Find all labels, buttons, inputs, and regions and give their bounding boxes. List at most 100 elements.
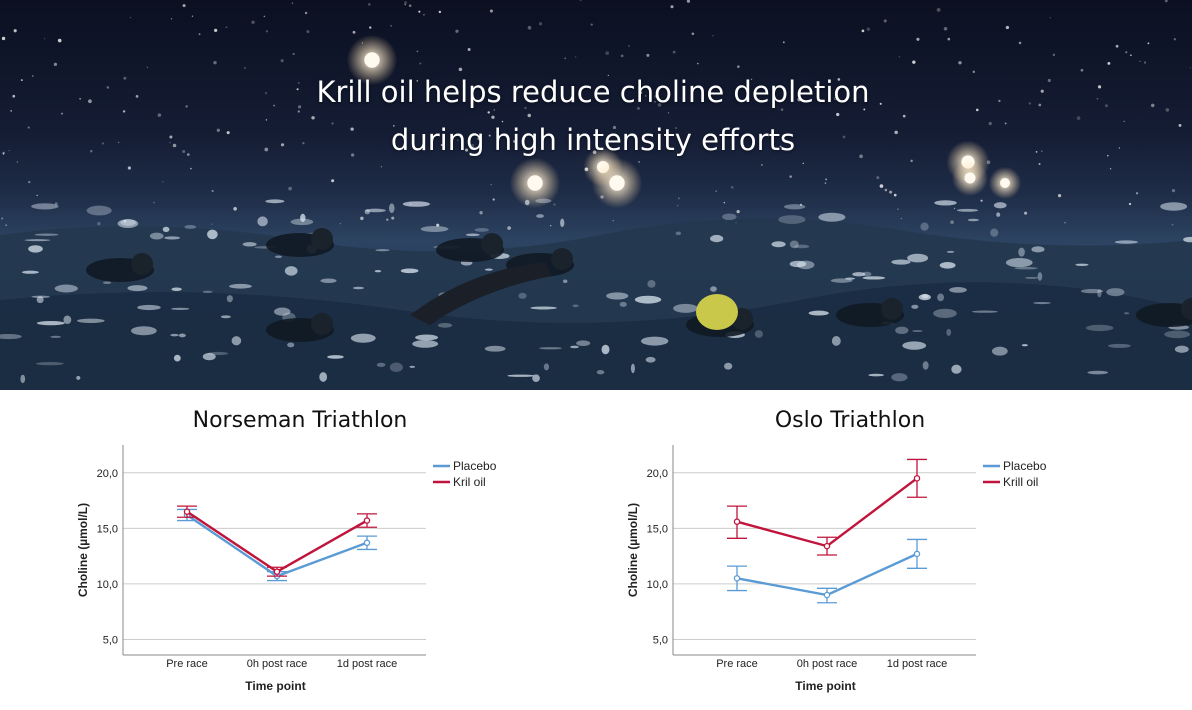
foam — [31, 203, 59, 210]
rain-speck — [10, 110, 12, 112]
rain-speck — [553, 203, 556, 206]
foam — [274, 255, 283, 258]
rain-speck — [146, 66, 149, 69]
foam — [76, 318, 105, 323]
rain-speck — [677, 197, 680, 200]
rain-speck — [884, 188, 888, 192]
rain-speck — [972, 70, 975, 74]
foam — [532, 374, 540, 382]
foam — [619, 301, 627, 307]
foam — [484, 345, 506, 352]
rain-speck — [263, 15, 266, 18]
foam — [784, 204, 806, 210]
foam — [596, 370, 605, 375]
rain-speck — [1147, 42, 1150, 45]
y-axis-label: Choline (µmol/L) — [626, 503, 640, 597]
rain-speck — [288, 186, 292, 191]
y-tick-label: 20,0 — [647, 468, 668, 480]
foam — [895, 326, 909, 335]
rain-speck — [169, 135, 173, 139]
foam — [536, 214, 544, 218]
legend-label: Kril oil — [453, 475, 486, 489]
rain-speck — [264, 92, 268, 95]
rain-speck — [686, 0, 691, 3]
foam — [710, 286, 717, 292]
foam — [539, 347, 562, 350]
rain-speck — [265, 119, 268, 121]
light-dot — [1000, 178, 1010, 188]
foam — [1080, 288, 1104, 294]
rain-speck — [106, 86, 110, 89]
foam — [912, 330, 923, 333]
rain-speck — [861, 29, 865, 33]
rain-speck — [605, 51, 610, 56]
foam — [1097, 289, 1102, 298]
rain-speck — [1047, 78, 1051, 83]
oslo-chart: Oslo Triathlon 5,0 10,0 15,0 20,0 Pre race 0h… — [570, 400, 1130, 700]
swimmer-arm — [410, 262, 552, 325]
foam — [920, 222, 929, 231]
rain-speck — [53, 62, 58, 66]
foam — [907, 253, 929, 263]
rain-speck — [1107, 61, 1111, 65]
rain-speck — [646, 53, 650, 57]
data-point — [363, 517, 371, 524]
rain-speck — [866, 27, 871, 31]
rain-speck — [691, 32, 695, 36]
rain-speck — [883, 19, 887, 23]
rain-speck — [837, 78, 841, 81]
x-tick-label: 1d post race — [337, 658, 398, 670]
foam — [991, 346, 1008, 356]
foam — [242, 242, 257, 247]
swimmer-head — [881, 298, 903, 320]
rain-speck — [1052, 53, 1056, 57]
foam — [102, 281, 112, 285]
legend-label: Krill oil — [1003, 475, 1038, 489]
foam — [319, 372, 328, 382]
foam — [1037, 272, 1043, 281]
rain-speck — [602, 101, 605, 103]
rain-speck — [211, 189, 214, 193]
foam — [794, 244, 810, 249]
rain-speck — [894, 130, 898, 135]
foam — [918, 294, 931, 301]
rain-speck — [350, 127, 354, 131]
foam — [474, 228, 489, 232]
rain-speck — [331, 122, 334, 125]
foam — [1114, 240, 1138, 244]
foam — [184, 225, 197, 229]
rain-speck — [620, 54, 624, 58]
rain-speck — [1040, 150, 1043, 153]
headline-line-2: during high intensity efforts — [390, 123, 796, 157]
foam — [789, 240, 799, 249]
rain-speck — [477, 137, 481, 141]
rain-speck — [863, 108, 866, 111]
rain-speck — [730, 186, 734, 189]
rain-speck — [20, 79, 23, 82]
foam — [754, 330, 763, 338]
rain-speck — [32, 75, 34, 77]
foam — [284, 266, 298, 276]
data-point — [363, 539, 371, 547]
foam — [257, 216, 268, 227]
foam — [86, 205, 112, 216]
foam — [273, 307, 291, 316]
rain-speck — [1038, 162, 1041, 166]
rain-speck — [628, 45, 631, 48]
rain-speck — [736, 210, 740, 214]
rain-speck — [1038, 103, 1042, 107]
foam — [54, 284, 78, 293]
foam — [891, 259, 911, 265]
rain-speck — [90, 149, 93, 153]
rain-speck — [898, 56, 901, 58]
rain-speck — [157, 113, 162, 117]
rain-speck — [464, 148, 469, 152]
rain-speck — [1106, 154, 1109, 157]
foam — [971, 310, 998, 313]
rain-speck — [135, 95, 139, 98]
data-point — [273, 568, 281, 575]
foam — [673, 303, 699, 313]
foam — [789, 260, 807, 268]
rain-speck — [352, 30, 356, 34]
rain-speck — [297, 81, 300, 84]
